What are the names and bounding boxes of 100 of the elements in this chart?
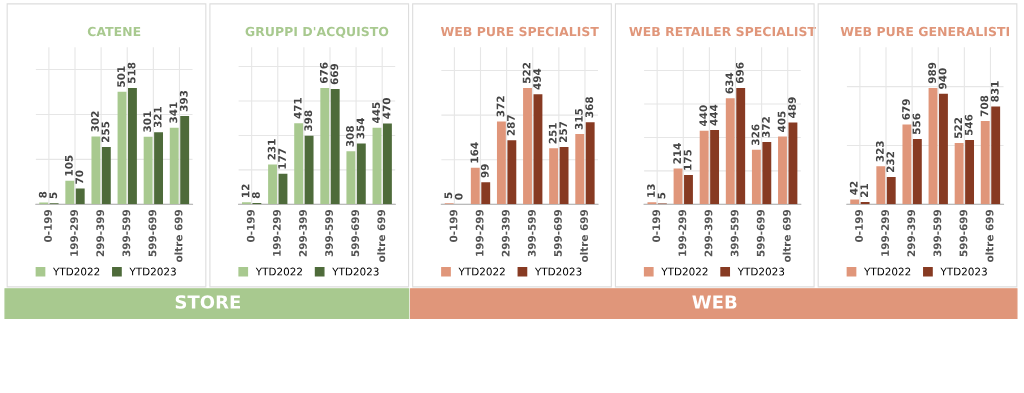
x-tick-label: 199-299 (881, 209, 890, 256)
data-label: 696 (735, 62, 744, 84)
data-label: 70 (75, 170, 84, 184)
bar (241, 202, 251, 205)
bar (954, 142, 964, 205)
x-tick-label: oltre 699 (782, 209, 791, 263)
data-label: 501 (117, 66, 126, 87)
bar (304, 135, 314, 205)
bar (980, 121, 990, 205)
x-tick-label: 299-399 (96, 209, 105, 257)
data-label: 232 (886, 152, 895, 173)
legend-label: YTD2022 (52, 267, 100, 276)
bar (91, 136, 101, 205)
bar (523, 87, 532, 205)
data-label: 323 (875, 141, 884, 162)
bar (356, 143, 366, 205)
chart-title: CATENE (87, 26, 141, 37)
x-tick-label: 599-699 (756, 209, 765, 257)
x-tick-label: 399-599 (527, 209, 536, 257)
bar (294, 123, 304, 205)
bar (850, 199, 860, 205)
bar (684, 175, 693, 205)
bar (575, 134, 585, 205)
bar (117, 91, 127, 205)
data-label: 444 (709, 104, 718, 126)
x-tick-label: 199-299 (272, 209, 281, 256)
data-label: 175 (683, 149, 692, 170)
data-label: 398 (304, 110, 313, 131)
data-label: 8 (252, 192, 260, 199)
x-tick-label: oltre 699 (174, 209, 183, 263)
legend-label: YTD2022 (255, 267, 302, 276)
data-label: 5 (657, 192, 666, 199)
data-label: 405 (777, 111, 786, 132)
bar (647, 202, 657, 205)
bar (965, 140, 975, 205)
x-tick-label: 0-199 (246, 209, 255, 243)
data-label: 518 (127, 62, 136, 83)
bar (902, 124, 912, 205)
bar (143, 136, 153, 205)
bar (585, 122, 595, 205)
bar (991, 106, 1001, 205)
data-label: 940 (938, 68, 947, 89)
data-label: 177 (278, 148, 286, 169)
bar (65, 180, 75, 205)
data-label: 5 (49, 192, 58, 199)
data-label: 308 (346, 126, 354, 147)
data-label: 287 (506, 115, 515, 136)
data-label: 372 (761, 117, 770, 138)
data-label: 5 (444, 192, 453, 199)
data-label: 302 (91, 111, 99, 132)
bar (330, 89, 340, 205)
data-label: 214 (673, 143, 681, 164)
x-tick-label: 299-399 (704, 209, 713, 257)
x-tick-label: 199-299 (475, 209, 484, 256)
x-tick-label: 299-399 (907, 209, 916, 257)
data-label: 440 (699, 105, 708, 127)
legend-label: YTD2022 (661, 267, 708, 276)
bar (268, 164, 277, 205)
bar (128, 87, 137, 205)
legend-label: YTD2023 (129, 267, 176, 276)
data-label: 251 (548, 123, 557, 144)
bar (710, 130, 720, 205)
data-label: 301 (143, 111, 152, 132)
data-label: 489 (788, 97, 796, 118)
bar (496, 121, 506, 205)
x-tick-label: 399-599 (325, 209, 334, 257)
bar (912, 138, 922, 205)
bar (549, 148, 559, 205)
bar (507, 140, 517, 205)
data-label: 99 (480, 164, 489, 178)
bar (736, 87, 746, 205)
bar (939, 93, 948, 205)
data-label: 354 (356, 117, 365, 139)
chart-title: GRUPPI D'ACQUISTO (245, 26, 389, 38)
x-tick-label: oltre 699 (985, 209, 994, 263)
x-tick-label: 599-699 (554, 209, 562, 257)
bar (762, 142, 772, 205)
data-label: 546 (964, 114, 973, 136)
bar (559, 147, 569, 205)
bar (346, 151, 356, 205)
data-label: 12 (241, 184, 250, 197)
data-label: 676 (319, 62, 328, 84)
x-tick-label: 199-299 (70, 209, 79, 256)
legend-label: YTD2023 (737, 267, 785, 276)
text: WEB (692, 295, 737, 309)
x-tick-label: 399-599 (933, 209, 942, 257)
x-tick-label: 299-399 (501, 209, 510, 257)
data-label: 105 (64, 155, 73, 176)
data-label: 372 (496, 96, 505, 117)
x-tick-label: 399-599 (730, 209, 739, 257)
chart-title: WEB PURE SPECIALIST (440, 26, 599, 37)
bar (169, 127, 179, 205)
bar (320, 87, 330, 205)
bar (778, 136, 787, 205)
bar (876, 166, 886, 205)
data-label: 368 (585, 97, 594, 118)
data-label: 0 (454, 193, 463, 200)
data-label: 679 (902, 99, 910, 120)
chart-title: WEB PURE GENERALISTI (840, 26, 1009, 37)
legend-label: YTD2022 (458, 267, 505, 276)
